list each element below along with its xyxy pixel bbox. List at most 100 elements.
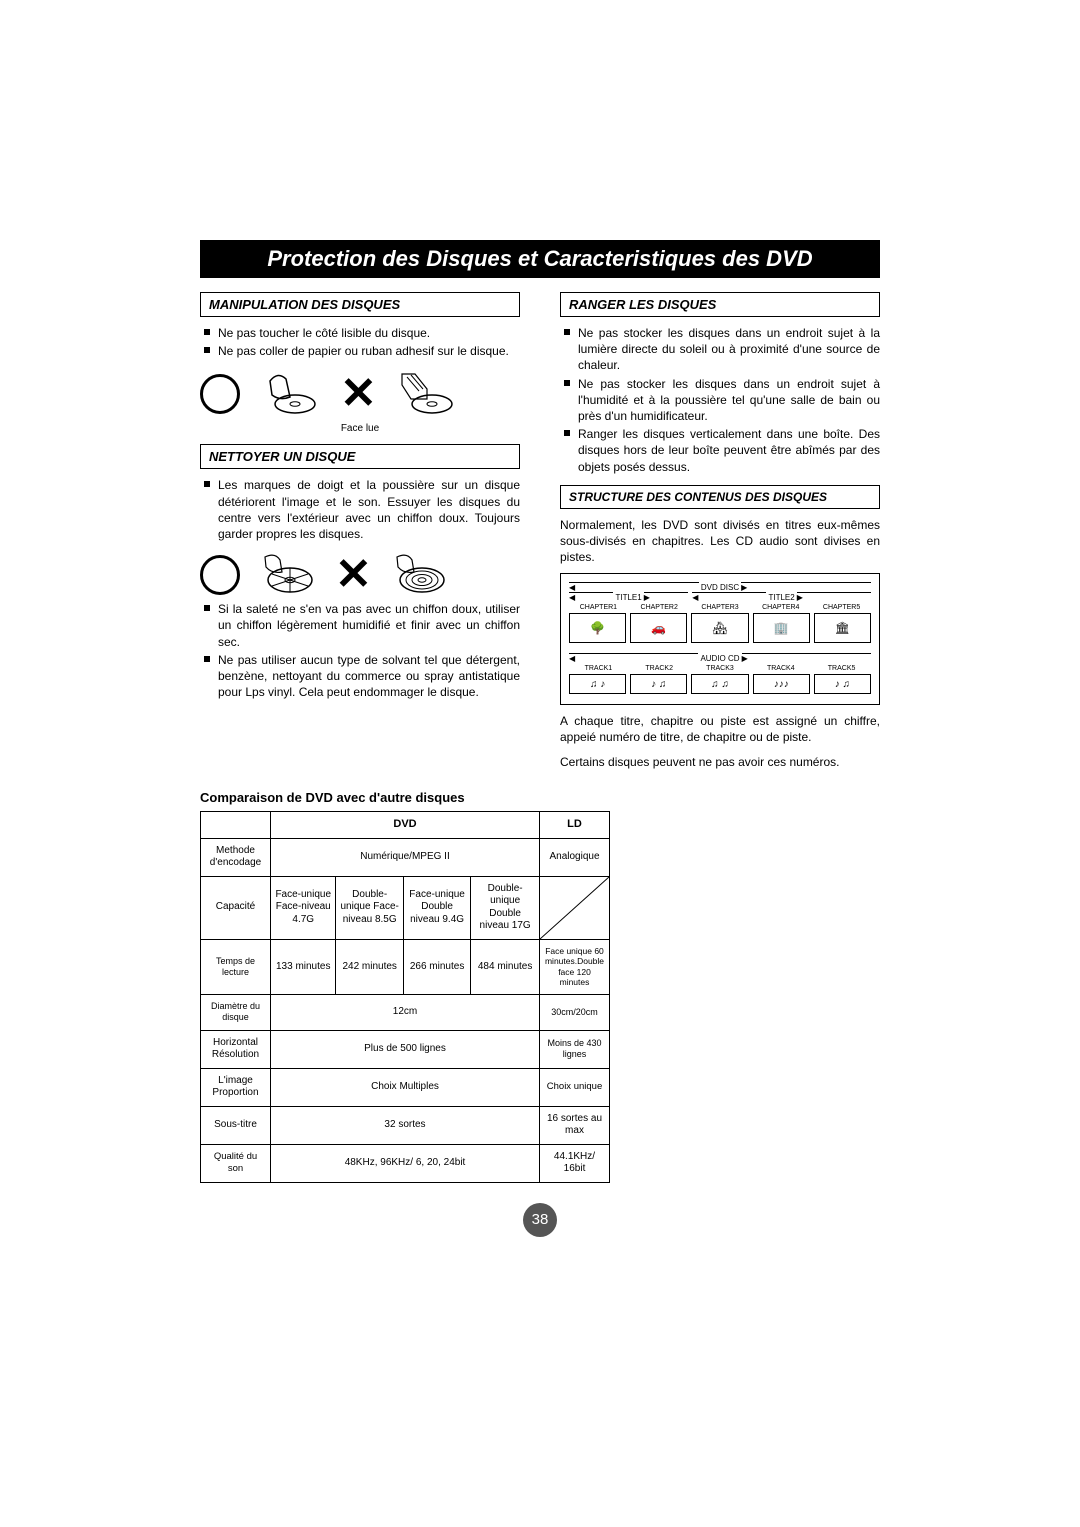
cell: Choix unique — [540, 1068, 610, 1106]
thumb-icon: 🌳 — [569, 613, 626, 643]
thumb-icon: 🏘 — [691, 613, 748, 643]
list-item: Ne pas toucher le côté lisible du disque… — [204, 325, 520, 341]
page-title: Protection des Disques et Caracteristiqu… — [200, 240, 880, 278]
row-label: Capacité — [201, 876, 271, 939]
section-header-manipulation: MANIPULATION DES DISQUES — [200, 292, 520, 317]
table-row: Temps de lecture 133 minutes 242 minutes… — [201, 939, 610, 995]
structure-outro-2: Certains disques peuvent ne pas avoir ce… — [560, 754, 880, 770]
disc-structure-diagram: DVD DISC TITLE1 TITLE2 CHAPTER1 CHAPTER2… — [560, 573, 880, 705]
manipulation-list: Ne pas toucher le côté lisible du disque… — [200, 325, 520, 359]
track-label: TRACK4 — [751, 665, 810, 672]
track-label: TRACK3 — [691, 665, 750, 672]
list-item: Ne pas utiliser aucun type de solvant te… — [204, 652, 520, 701]
cleaning-list: Si la saleté ne s'en va pas avec un chif… — [200, 601, 520, 700]
table-row: Qualité du son 48KHz, 96KHz/ 6, 20, 24bi… — [201, 1144, 610, 1182]
thumb-icon: ♫ ♪ — [569, 674, 626, 694]
table-row: DVD LD — [201, 811, 610, 838]
cell: Choix Multiples — [271, 1068, 540, 1106]
clean-intro-paragraph: Les marques de doigt et la poussière sur… — [204, 477, 520, 542]
list-item: Ne pas stocker les disques dans un endro… — [564, 325, 880, 374]
section-header-store: RANGER LES DISQUES — [560, 292, 880, 317]
store-list: Ne pas stocker les disques dans un endro… — [560, 325, 880, 475]
cell: Numérique/MPEG II — [271, 838, 540, 876]
cell: Face unique 60 minutes.Double face 120 m… — [540, 939, 610, 995]
hand-touching-disc-icon — [397, 369, 457, 419]
row-label: Diamètre du disque — [201, 995, 271, 1031]
list-item: Si la saleté ne s'en va pas avec un chif… — [204, 601, 520, 650]
audio-cd-arrow: AUDIO CD — [569, 653, 871, 663]
table-row: Horizontal Résolution Plus de 500 lignes… — [201, 1030, 610, 1068]
thumb-icon: ♪ ♫ — [630, 674, 687, 694]
col-header-ld: LD — [540, 811, 610, 838]
thumb-icon: 🏢 — [753, 613, 810, 643]
title1-arrow: TITLE1 — [569, 592, 688, 602]
table-row: Methode d'encodage Numérique/MPEG II Ana… — [201, 838, 610, 876]
track-label: TRACK5 — [812, 665, 871, 672]
chapter-label: CHAPTER1 — [569, 604, 628, 611]
row-label: Methode d'encodage — [201, 838, 271, 876]
chapter-label: CHAPTER4 — [751, 604, 810, 611]
list-item: Ne pas stocker les disques dans un endro… — [564, 376, 880, 425]
cell: Double-unique Face-niveau 8.5G — [336, 876, 403, 939]
cleaning-diagram: ✕ — [200, 552, 520, 597]
cell: 44.1KHz/ 16bit — [540, 1144, 610, 1182]
cell: 16 sortes au max — [540, 1106, 610, 1144]
left-column: MANIPULATION DES DISQUES Ne pas toucher … — [200, 292, 520, 778]
col-header-dvd: DVD — [271, 811, 540, 838]
cell: Face-unique Face-niveau 4.7G — [271, 876, 336, 939]
comparison-table: DVD LD Methode d'encodage Numérique/MPEG… — [200, 811, 610, 1183]
cell: 266 minutes — [403, 939, 470, 995]
row-label: Temps de lecture — [201, 939, 271, 995]
track-label: TRACK1 — [569, 665, 628, 672]
cell: 48KHz, 96KHz/ 6, 20, 24bit — [271, 1144, 540, 1182]
two-column-layout: MANIPULATION DES DISQUES Ne pas toucher … — [200, 292, 880, 778]
wipe-circular-icon — [392, 552, 447, 597]
track-label: TRACK2 — [630, 665, 689, 672]
row-label: Qualité du son — [201, 1144, 271, 1182]
table-row: L'image Proportion Choix Multiples Choix… — [201, 1068, 610, 1106]
structure-intro-paragraph: Normalement, les DVD sont divisés en tit… — [560, 517, 880, 566]
cell: 484 minutes — [471, 939, 540, 995]
cell: Moins de 430 lignes — [540, 1030, 610, 1068]
cell: 133 minutes — [271, 939, 336, 995]
face-lue-caption: Face lue — [200, 423, 520, 434]
section-header-structure: STRUCTURE DES CONTENUS DES DISQUES — [560, 485, 880, 509]
handling-diagram: ✕ — [200, 369, 520, 419]
cell: Analogique — [540, 838, 610, 876]
cell: 30cm/20cm — [540, 995, 610, 1031]
wipe-radial-icon — [260, 552, 315, 597]
thumb-icon: ♪♪♪ — [753, 674, 810, 694]
cell: 32 sortes — [271, 1106, 540, 1144]
list-item: Ranger les disques verticalement dans un… — [564, 426, 880, 475]
ok-icon — [200, 555, 240, 595]
structure-outro-1: A chaque titre, chapitre ou piste est as… — [560, 713, 880, 745]
cell: 12cm — [271, 995, 540, 1031]
section-header-clean: NETTOYER UN DISQUE — [200, 444, 520, 469]
cell: Face-unique Double niveau 9.4G — [403, 876, 470, 939]
chapter-label: CHAPTER2 — [630, 604, 689, 611]
row-label: Horizontal Résolution — [201, 1030, 271, 1068]
track-thumbs: ♫ ♪ ♪ ♫ ♫ ♫ ♪♪♪ ♪ ♫ — [569, 674, 871, 694]
thumb-icon: ♪ ♫ — [814, 674, 871, 694]
row-label: L'image Proportion — [201, 1068, 271, 1106]
track-labels: TRACK1 TRACK2 TRACK3 TRACK4 TRACK5 — [569, 665, 871, 672]
right-column: RANGER LES DISQUES Ne pas stocker les di… — [560, 292, 880, 778]
cell: Plus de 500 lignes — [271, 1030, 540, 1068]
comparison-heading: Comparaison de DVD avec d'autre disques — [200, 790, 880, 805]
ok-icon — [200, 374, 240, 414]
row-label: Sous-titre — [201, 1106, 271, 1144]
hand-holding-disc-icon — [260, 369, 320, 419]
table-row: Capacité Face-unique Face-niveau 4.7G Do… — [201, 876, 610, 939]
not-ok-icon: ✕ — [340, 372, 377, 416]
page-number-badge: 38 — [523, 1203, 557, 1237]
cell: Double-unique Double niveau 17G — [471, 876, 540, 939]
diagonal-cell — [540, 876, 610, 939]
chapter-labels: CHAPTER1 CHAPTER2 CHAPTER3 CHAPTER4 CHAP… — [569, 604, 871, 611]
thumb-icon: ♫ ♫ — [691, 674, 748, 694]
table-row: Sous-titre 32 sortes 16 sortes au max — [201, 1106, 610, 1144]
title2-arrow: TITLE2 — [692, 592, 871, 602]
chapter-label: CHAPTER3 — [691, 604, 750, 611]
thumb-icon: 🚗 — [630, 613, 687, 643]
chapter-label: CHAPTER5 — [812, 604, 871, 611]
dvd-disc-arrow: DVD DISC — [569, 582, 871, 592]
